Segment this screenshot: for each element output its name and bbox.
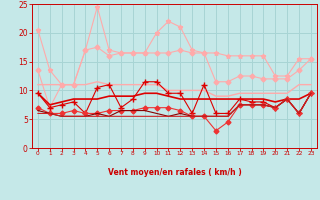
X-axis label: Vent moyen/en rafales ( km/h ): Vent moyen/en rafales ( km/h ) xyxy=(108,168,241,177)
